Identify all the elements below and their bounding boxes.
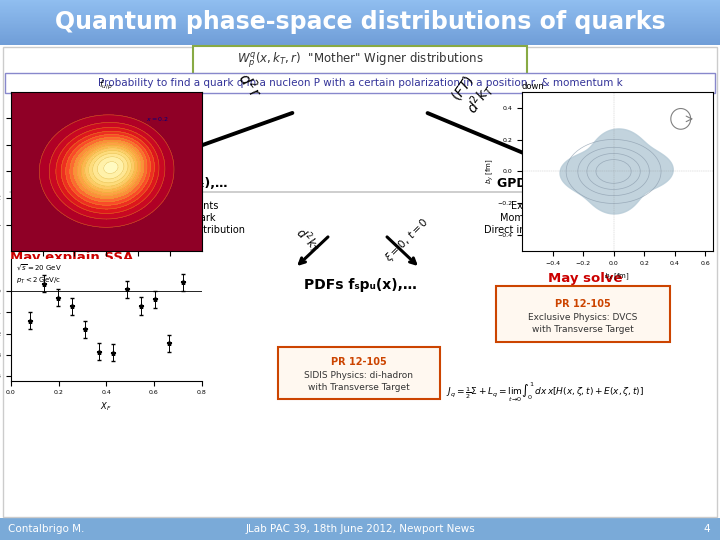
Text: $p_T<2$ GeV/c: $p_T<2$ GeV/c: [16, 275, 60, 286]
Text: May explain SSA: May explain SSA: [10, 251, 133, 264]
Bar: [0, 31, 720, 32]
Text: Exclusive Measurements: Exclusive Measurements: [511, 201, 633, 211]
Bar: [0, 22, 720, 23]
Bar: [0, 1, 720, 2]
Bar: [0, 21, 720, 22]
Text: $J_q = \frac{1}{2}\Sigma + L_q = \lim_{t\to 0}\int_0^1 dx\, x[H(x,\zeta,t) + E(x: $J_q = \frac{1}{2}\Sigma + L_q = \lim_{t…: [446, 380, 644, 404]
Text: Momentum transfer to target: Momentum transfer to target: [500, 213, 644, 223]
Text: TMD PDFs: fₛpᵤ(x, kₜ),…: TMD PDFs: fₛpᵤ(x, kₜ),…: [63, 177, 228, 190]
Bar: [0, 36, 720, 37]
Text: $\xi{=}0,\,t{=}0$: $\xi{=}0,\,t{=}0$: [382, 215, 432, 265]
FancyBboxPatch shape: [496, 286, 670, 342]
Bar: [0, 24, 720, 25]
Text: Contalbrigo M.: Contalbrigo M.: [8, 524, 84, 534]
X-axis label: $b_x$ [fm]: $b_x$ [fm]: [604, 272, 631, 282]
Text: with Transverse Target: with Transverse Target: [308, 382, 410, 392]
Bar: [0, 41, 720, 42]
Text: down: down: [522, 82, 545, 91]
Text: $d^2k_T$: $d^2k_T$: [462, 79, 498, 118]
Text: JLab PAC 39, 18th June 2012, Newport News: JLab PAC 39, 18th June 2012, Newport New…: [245, 524, 475, 534]
Bar: [0, 34, 720, 35]
Bar: [0, 7, 720, 8]
Bar: [0, 38, 720, 39]
Bar: [0, 6, 720, 7]
X-axis label: $X_F$: $X_F$: [100, 401, 112, 414]
X-axis label: $p_x$ [GeV]: $p_x$ [GeV]: [91, 272, 122, 283]
Text: Quantum phase-space distributions of quarks: Quantum phase-space distributions of qua…: [55, 10, 665, 34]
Bar: [0, 33, 720, 34]
Bar: [0, 11, 720, 12]
Bar: [0, 4, 720, 5]
Text: Direct info about spatial distribution: Direct info about spatial distribution: [484, 225, 660, 235]
Bar: [5, 73, 715, 93]
Bar: [0, 23, 720, 24]
Text: $\sqrt{s}=20$ GeV: $\sqrt{s}=20$ GeV: [16, 262, 62, 272]
FancyBboxPatch shape: [278, 347, 440, 399]
Bar: [0, 15, 720, 16]
Text: PR 12-105: PR 12-105: [331, 357, 387, 367]
Bar: [0, 14, 720, 15]
Bar: [0, 518, 720, 540]
Text: $d^2k_T$: $d^2k_T$: [292, 224, 325, 256]
Text: $d^2r$: $d^2r$: [235, 69, 266, 102]
Bar: [0, 29, 720, 30]
Bar: [0, 28, 720, 29]
Bar: [0, 18, 720, 19]
Bar: [0, 37, 720, 38]
Bar: [0, 27, 720, 28]
Text: PR 12-105: PR 12-105: [555, 299, 611, 309]
Bar: [0, 26, 720, 27]
Bar: [0, 25, 720, 26]
Text: SIDIS Physics: di-hadron: SIDIS Physics: di-hadron: [305, 370, 413, 380]
Bar: [0, 20, 720, 21]
Title: $f_{u/p}$: $f_{u/p}$: [99, 79, 113, 92]
Text: $(FT)$: $(FT)$: [447, 72, 477, 104]
Bar: [0, 43, 720, 44]
Text: Exclusive Physics: DVCS: Exclusive Physics: DVCS: [528, 313, 638, 321]
Bar: [0, 32, 720, 33]
Text: $x=0.2$: $x=0.2$: [146, 115, 168, 123]
Bar: [0, 40, 720, 41]
Bar: [0, 12, 720, 13]
Bar: [0, 0, 720, 1]
Bar: [0, 8, 720, 9]
Bar: [0, 2, 720, 3]
Text: Probability to find a quark q in a nucleon P with a certain polarization in a po: Probability to find a quark q in a nucle…: [98, 78, 622, 88]
Text: with Transverse Target: with Transverse Target: [532, 325, 634, 334]
Text: May solve
proton spin puzzle: May solve proton spin puzzle: [516, 272, 654, 304]
Text: Direct info about momentum distribution: Direct info about momentum distribution: [45, 225, 246, 235]
Bar: [0, 44, 720, 45]
Text: 4: 4: [703, 524, 710, 534]
Text: PDFs fₛpᵤ(x),…: PDFs fₛpᵤ(x),…: [304, 278, 416, 292]
Bar: [0, 30, 720, 31]
FancyBboxPatch shape: [193, 46, 527, 74]
Y-axis label: $b_y$ [fm]: $b_y$ [fm]: [485, 158, 496, 185]
Bar: [0, 9, 720, 10]
Bar: [0, 35, 720, 36]
Text: Semi-inclusive measurements: Semi-inclusive measurements: [71, 201, 219, 211]
Bar: [0, 42, 720, 43]
Polygon shape: [560, 129, 673, 214]
Bar: [0, 5, 720, 6]
Bar: [0, 17, 720, 18]
Text: Momentum transfer to quark: Momentum transfer to quark: [74, 213, 216, 223]
Text: $W_p^q(x,k_T,r)$  "Mother" Wigner distributions: $W_p^q(x,k_T,r)$ "Mother" Wigner distrib…: [237, 50, 483, 70]
Bar: [0, 10, 720, 11]
Bar: [0, 13, 720, 14]
Bar: [0, 3, 720, 4]
Bar: [3, 47, 717, 517]
Bar: [0, 16, 720, 17]
Text: GPDs: Hₛpᵤ(x, ξ, t), …: GPDs: Hₛpᵤ(x, ξ, t), …: [498, 177, 647, 190]
Bar: [0, 19, 720, 20]
Bar: [0, 39, 720, 40]
